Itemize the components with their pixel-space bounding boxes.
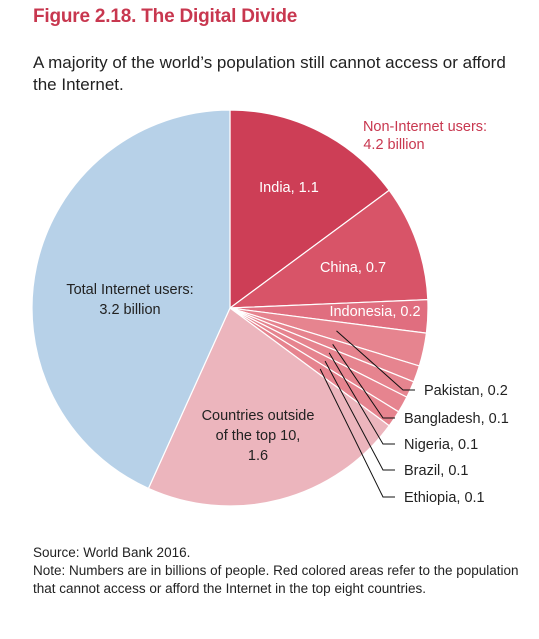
pie-slice-outside-top-10 <box>147 307 391 507</box>
slice-label-bangladesh: Bangladesh, 0.1 <box>404 411 509 427</box>
non-internet-users-label: Non-Internet users: <box>363 119 487 135</box>
leader-line-nigeria <box>328 352 395 445</box>
leader-line-brazil <box>324 360 395 471</box>
slice-label-internet-users-line1: Total Internet users: <box>66 282 193 298</box>
footnote: Note: Numbers are in billions of people.… <box>33 563 519 596</box>
slice-label-china: China, 0.7 <box>320 260 386 276</box>
source-note: Source: World Bank 2016. <box>33 545 191 560</box>
slice-label-pakistan: Pakistan, 0.2 <box>424 383 508 399</box>
slice-label-outside-top-10-line3: 1.6 <box>248 448 268 464</box>
leader-lines <box>319 330 415 498</box>
slice-label-ethiopia: Ethiopia, 0.1 <box>404 490 485 506</box>
leader-line-bangladesh <box>332 344 395 419</box>
non-internet-users-value: 4.2 billion <box>363 137 424 153</box>
slice-label-indonesia: Indonesia, 0.2 <box>329 304 420 320</box>
pie-slice-china <box>228 189 429 309</box>
pie-slice-internet-users <box>31 109 231 490</box>
figure-subtitle: A majority of the world’s population sti… <box>33 53 506 94</box>
pie-slice-india <box>229 109 391 310</box>
slice-label-nigeria: Nigeria, 0.1 <box>404 437 478 453</box>
slice-label-outside-top-10-line1: Countries outside <box>202 408 315 424</box>
slice-labels: India, 1.1 China, 0.7 Indonesia, 0.2 Pakist… <box>66 180 508 506</box>
pie-slices <box>31 109 429 507</box>
leader-line-ethiopia <box>319 368 395 498</box>
slice-label-brazil: Brazil, 0.1 <box>404 463 468 479</box>
slice-label-india: India, 1.1 <box>259 180 319 196</box>
leader-line-pakistan <box>336 330 415 391</box>
figure-title: Figure 2.18. The Digital Divide <box>33 6 298 27</box>
pie-chart: India, 1.1 China, 0.7 Indonesia, 0.2 Pakist… <box>31 109 509 507</box>
slice-label-outside-top-10-line2: of the top 10, <box>216 428 301 444</box>
slice-label-internet-users-line2: 3.2 billion <box>99 302 160 318</box>
